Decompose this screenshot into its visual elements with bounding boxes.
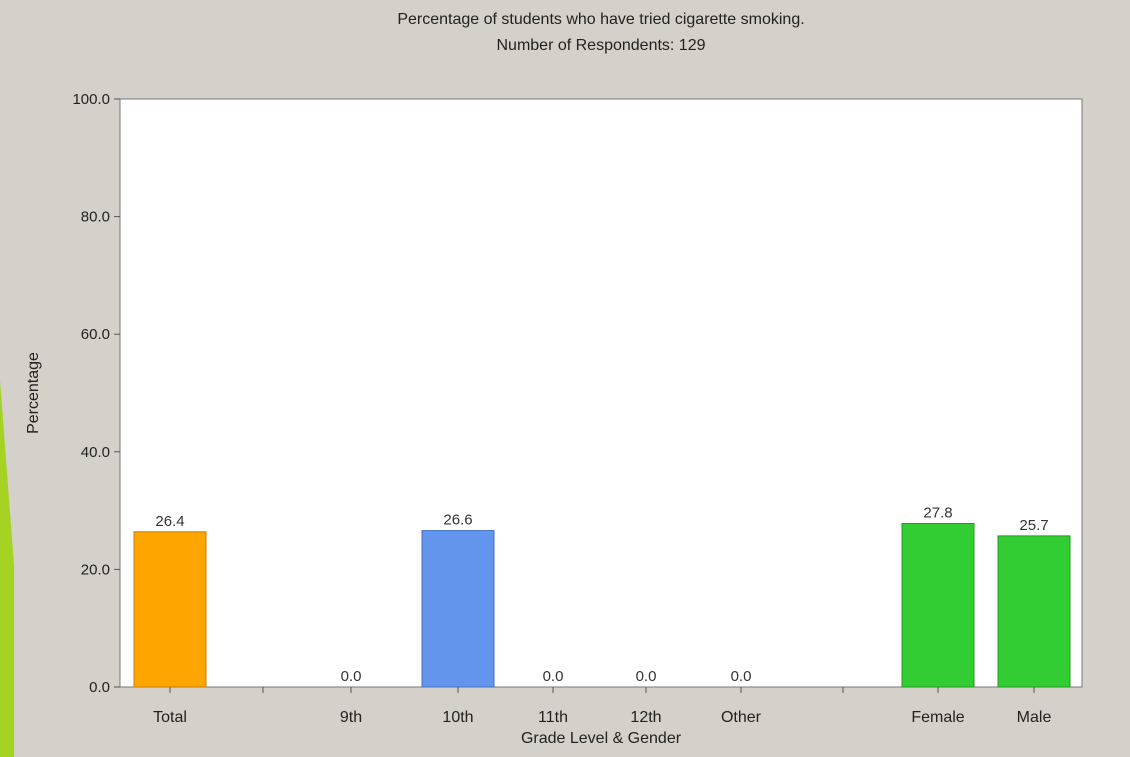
y-tick-label: 40.0 [81,444,110,461]
bar-10th [421,530,495,688]
bars [133,523,1071,688]
category-label-11th: 11th [538,709,568,726]
category-label-12th: 12th [630,709,661,726]
value-label-female: 27.8 [923,505,952,522]
category-label-other: Other [721,709,762,726]
bar-female [901,523,975,688]
category-labels: Total 9th 10th 11th 12th Other Female Male [153,709,1051,726]
y-tick-label: 100.0 [72,91,110,108]
bar-total [133,531,207,688]
chart-subtitle: Number of Respondents: 129 [496,37,705,54]
category-label-female: Female [911,709,964,726]
value-label-10th: 26.6 [443,512,472,529]
category-label-10th: 10th [442,709,473,726]
category-label-total: Total [153,709,187,726]
y-tick-label: 20.0 [81,561,110,578]
value-label-12th: 0.0 [636,668,657,685]
y-tick-label: 80.0 [81,209,110,226]
bar-male [997,535,1071,688]
y-axis-ticks: 0.0 20.0 40.0 60.0 80.0 100.0 [72,91,120,696]
y-axis-label: Percentage [25,352,42,434]
value-label-total: 26.4 [155,513,184,530]
value-label-11th: 0.0 [543,668,564,685]
category-label-male: Male [1017,709,1052,726]
y-tick-label: 60.0 [81,326,110,343]
value-labels: 26.4 0.0 26.6 0.0 0.0 0.0 27.8 25.7 [155,505,1048,685]
chart-title: Percentage of students who have tried ci… [397,11,804,28]
value-label-other: 0.0 [731,668,752,685]
x-axis-ticks [169,687,1035,693]
x-axis-label: Grade Level & Gender [521,730,682,747]
value-label-male: 25.7 [1019,517,1048,534]
decorative-wedge [0,380,14,757]
value-label-9th: 0.0 [341,668,362,685]
category-label-9th: 9th [340,709,362,726]
y-tick-label: 0.0 [89,679,110,696]
